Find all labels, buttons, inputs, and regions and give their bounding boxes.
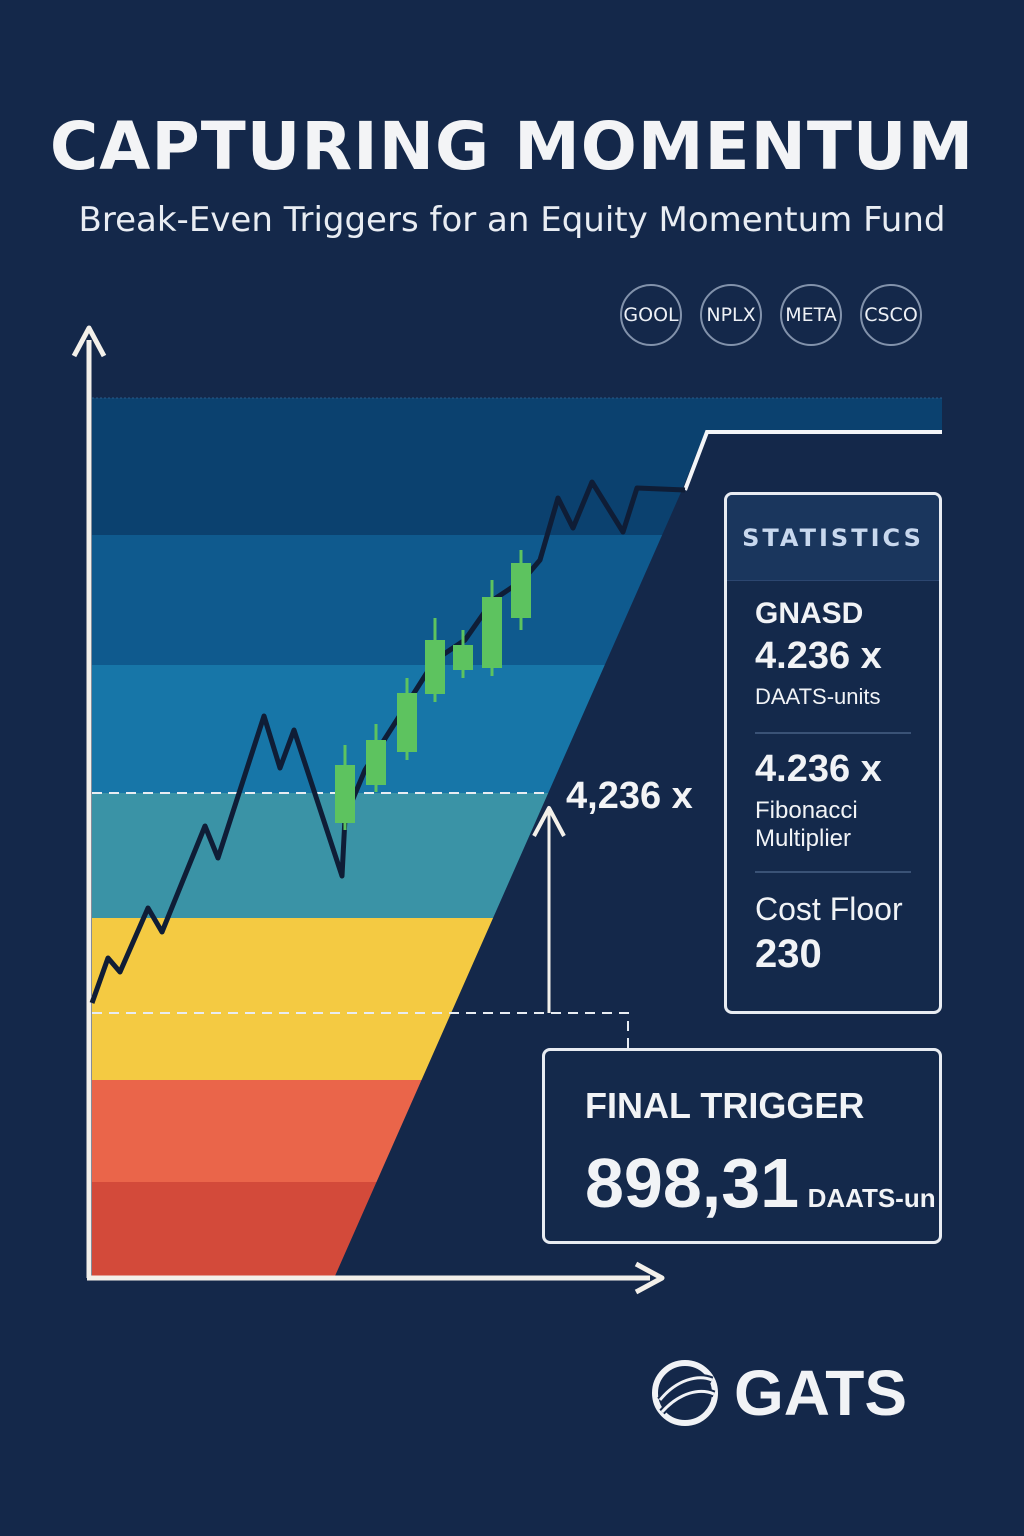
stat-fibonacci-unit-line1: Fibonacci (755, 797, 858, 824)
candle-body-4 (425, 640, 445, 694)
final-trigger-value: 898,31 (585, 1144, 800, 1222)
brand-logo[interactable]: GATS (650, 1356, 907, 1430)
candle-body-7 (511, 563, 531, 618)
globe-swirl-icon (652, 1360, 718, 1426)
stat-divider (755, 732, 911, 734)
x-axis-arrow (634, 1261, 665, 1295)
candlestick-group (335, 550, 531, 830)
ticker-badge-nplx[interactable]: NPLX (700, 284, 762, 346)
final-trigger-panel: FINAL TRIGGER 898,31 DAATS-un (542, 1048, 942, 1244)
statistics-heading: STATISTICS (727, 495, 939, 581)
statistics-panel: STATISTICS GNASD 4.236 x DAATS-units 4.2… (724, 492, 942, 1014)
candle-body-1 (335, 765, 355, 823)
candle-body-2 (366, 740, 386, 785)
candle-body-6 (482, 597, 502, 668)
stat-cost-floor-value: 230 (755, 932, 822, 976)
ticker-badge-gool[interactable]: GOOL (620, 284, 682, 346)
stat-cost-floor: Cost Floor 230 (727, 873, 939, 977)
floor-dashed-line (92, 1012, 629, 1048)
ticker-list: GOOL NPLX META CSCO (620, 284, 922, 346)
candle-body-5 (453, 645, 473, 670)
page-title: CAPTURING MOMENTUM (49, 108, 975, 185)
stat-gnasd-name: GNASD (755, 597, 864, 630)
level-annotation: 4,236 x (566, 775, 693, 817)
final-trigger-unit: DAATS-un (807, 1183, 936, 1213)
final-trigger-label: FINAL TRIGGER (585, 1085, 865, 1126)
stat-fibonacci-value: 4.236 x (755, 748, 882, 790)
level-arrow-head (532, 806, 566, 837)
brand-logo-text: GATS (734, 1357, 908, 1429)
target-line (683, 430, 942, 491)
page-subtitle: Break-Even Triggers for an Equity Moment… (78, 200, 946, 240)
y-axis-arrow (71, 325, 107, 358)
candle-body-3 (397, 693, 417, 752)
ticker-badge-csco[interactable]: CSCO (860, 284, 922, 346)
stat-gnasd: GNASD 4.236 x DAATS-units (727, 581, 939, 710)
final-trigger-row: 898,31 DAATS-un (585, 1143, 936, 1223)
stat-gnasd-value: 4.236 x (755, 635, 882, 677)
stat-cost-floor-label: Cost Floor (755, 891, 903, 927)
ticker-badge-meta[interactable]: META (780, 284, 842, 346)
stat-fibonacci-unit-line2: Multiplier (755, 825, 852, 852)
price-line (89, 479, 686, 1004)
stat-gnasd-unit: DAATS-units (755, 684, 881, 709)
stat-divider (755, 871, 911, 873)
stat-fibonacci: 4.236 x Fibonacci Multiplier (727, 734, 939, 853)
